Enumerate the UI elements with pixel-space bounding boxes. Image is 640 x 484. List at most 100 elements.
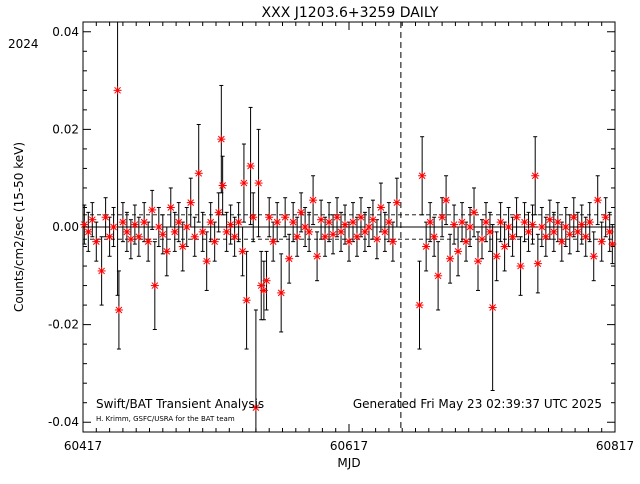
data-point: [380, 227, 389, 236]
data-point: [341, 220, 350, 229]
data-point: [356, 213, 365, 222]
data-point: [454, 247, 463, 256]
x-tick-label: 60617: [330, 439, 368, 453]
data-point: [388, 237, 397, 246]
data-point: [174, 218, 183, 227]
data-point: [242, 296, 251, 305]
error-bar: [253, 309, 258, 433]
data-point: [549, 227, 558, 236]
data-point: [325, 218, 334, 227]
data-point: [259, 286, 268, 295]
y-axis-label: Counts/cm2/sec (15-50 keV): [12, 142, 26, 312]
x-tick-label: 60417: [64, 439, 102, 453]
data-point: [144, 237, 153, 246]
data-point: [531, 171, 540, 180]
data-point: [317, 215, 326, 224]
data-point: [352, 232, 361, 241]
data-point: [528, 220, 537, 229]
footer-left: Swift/BAT Transient Analysis: [96, 397, 264, 411]
data-point: [438, 213, 447, 222]
footer-credit: H. Krimm, GSFC/USRA for the BAT team: [96, 415, 235, 423]
data-point: [561, 223, 570, 231]
y-tick-label: -0.04: [48, 415, 79, 429]
data-point: [238, 247, 247, 256]
data-point: [345, 237, 353, 246]
data-point: [222, 227, 231, 236]
data-point: [605, 227, 614, 236]
data-point: [140, 218, 149, 227]
y-tick-label: -0.02: [48, 318, 79, 332]
error-bar: [115, 21, 120, 296]
data-point: [581, 232, 590, 241]
data-point: [446, 254, 455, 263]
data-point: [418, 171, 427, 180]
data-point: [130, 220, 139, 229]
data-point: [134, 232, 143, 241]
data-point: [262, 276, 271, 285]
data-point: [230, 232, 239, 241]
data-point: [537, 223, 546, 231]
data-point: [466, 223, 475, 231]
data-point: [194, 169, 203, 178]
data-point: [254, 179, 263, 188]
data-point: [557, 237, 566, 246]
data-point: [305, 227, 314, 236]
data-point: [442, 196, 451, 205]
data-point: [601, 213, 610, 222]
data-point: [485, 227, 494, 236]
data-point: [210, 237, 219, 246]
data-point: [426, 218, 435, 227]
data-point: [372, 235, 381, 244]
data-point: [488, 303, 497, 312]
data-point: [170, 227, 179, 236]
data-point: [92, 237, 101, 246]
data-point: [333, 213, 342, 222]
data-point: [553, 218, 562, 227]
data-point: [249, 213, 258, 222]
data-point: [269, 237, 278, 246]
data-point: [376, 203, 385, 212]
data-point: [198, 227, 207, 236]
footer-right: Generated Fri May 23 02:39:37 UTC 2025: [353, 397, 602, 411]
data-point: [246, 161, 255, 170]
data-point: [593, 196, 602, 205]
data-point: [289, 218, 298, 227]
data-point: [360, 227, 369, 236]
data-point: [597, 237, 606, 246]
chart-title: XXX J1203.6+3259 DAILY: [262, 5, 439, 21]
y-tick-label: 0.04: [52, 25, 79, 39]
data-point: [415, 301, 424, 310]
data-point: [337, 227, 346, 236]
data-point: [301, 223, 310, 231]
data-point: [217, 135, 226, 144]
data-point: [214, 208, 223, 217]
x-axis-label: MJD: [337, 456, 360, 470]
data-point: [430, 232, 439, 241]
data-point: [113, 86, 122, 95]
y-tick-label: 0.02: [52, 122, 79, 136]
data-point: [186, 198, 195, 207]
data-point: [226, 220, 235, 229]
data-point: [109, 223, 118, 231]
data-point: [474, 257, 483, 266]
data-point: [504, 223, 513, 231]
data-point: [500, 242, 509, 251]
data-point: [524, 227, 533, 236]
data-point: [88, 215, 97, 224]
data-point: [384, 218, 393, 227]
y-tick-label: 0.00: [52, 220, 79, 234]
data-point: [541, 232, 550, 241]
data-point: [309, 196, 318, 205]
data-point: [202, 257, 211, 266]
data-point: [329, 230, 338, 239]
data-point: [492, 252, 501, 261]
data-point: [450, 220, 459, 229]
data-point: [251, 403, 260, 412]
data-point: [434, 271, 443, 280]
data-point: [84, 227, 93, 236]
data-point: [533, 259, 542, 268]
data-point: [520, 218, 529, 227]
data-point: [293, 232, 302, 241]
data-point: [97, 266, 106, 275]
